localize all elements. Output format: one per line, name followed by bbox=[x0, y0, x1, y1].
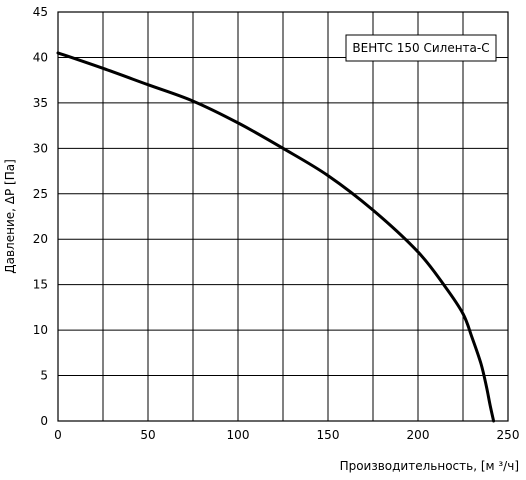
x-tick-label: 0 bbox=[54, 428, 62, 442]
y-axis-label: Давление, ΔP [Па] bbox=[3, 159, 17, 274]
legend: ВЕНТС 150 Силента-С bbox=[345, 34, 497, 62]
legend-label: ВЕНТС 150 Силента-С bbox=[352, 41, 489, 55]
series-line bbox=[56, 51, 496, 423]
y-tick-label: 15 bbox=[33, 278, 48, 292]
y-tick-label: 35 bbox=[33, 96, 48, 110]
y-tick-label: 25 bbox=[33, 187, 48, 201]
y-tick-label: 0 bbox=[40, 414, 48, 428]
x-tick-label: 250 bbox=[497, 428, 520, 442]
y-tick-label: 5 bbox=[40, 369, 48, 383]
y-tick-label: 40 bbox=[33, 50, 48, 64]
legend-box bbox=[345, 34, 497, 62]
y-tick-label: 45 bbox=[33, 5, 48, 19]
y-tick-label: 10 bbox=[33, 323, 48, 337]
vertical-gridlines bbox=[57, 12, 509, 421]
x-axis-label: Производительность, [м ³/ч] bbox=[340, 459, 519, 473]
plot-frame bbox=[57, 11, 509, 422]
y-tick-label: 30 bbox=[33, 141, 48, 155]
y-tick-labels: 0 5 10 15 20 25 30 35 40 45 bbox=[33, 5, 48, 428]
x-tick-label: 100 bbox=[227, 428, 250, 442]
x-tick-label: 200 bbox=[407, 428, 430, 442]
y-tick-label: 20 bbox=[33, 232, 48, 246]
x-tick-label: 150 bbox=[317, 428, 340, 442]
x-tick-labels: 0 50 100 150 200 250 bbox=[54, 428, 519, 442]
x-tick-label: 50 bbox=[140, 428, 155, 442]
